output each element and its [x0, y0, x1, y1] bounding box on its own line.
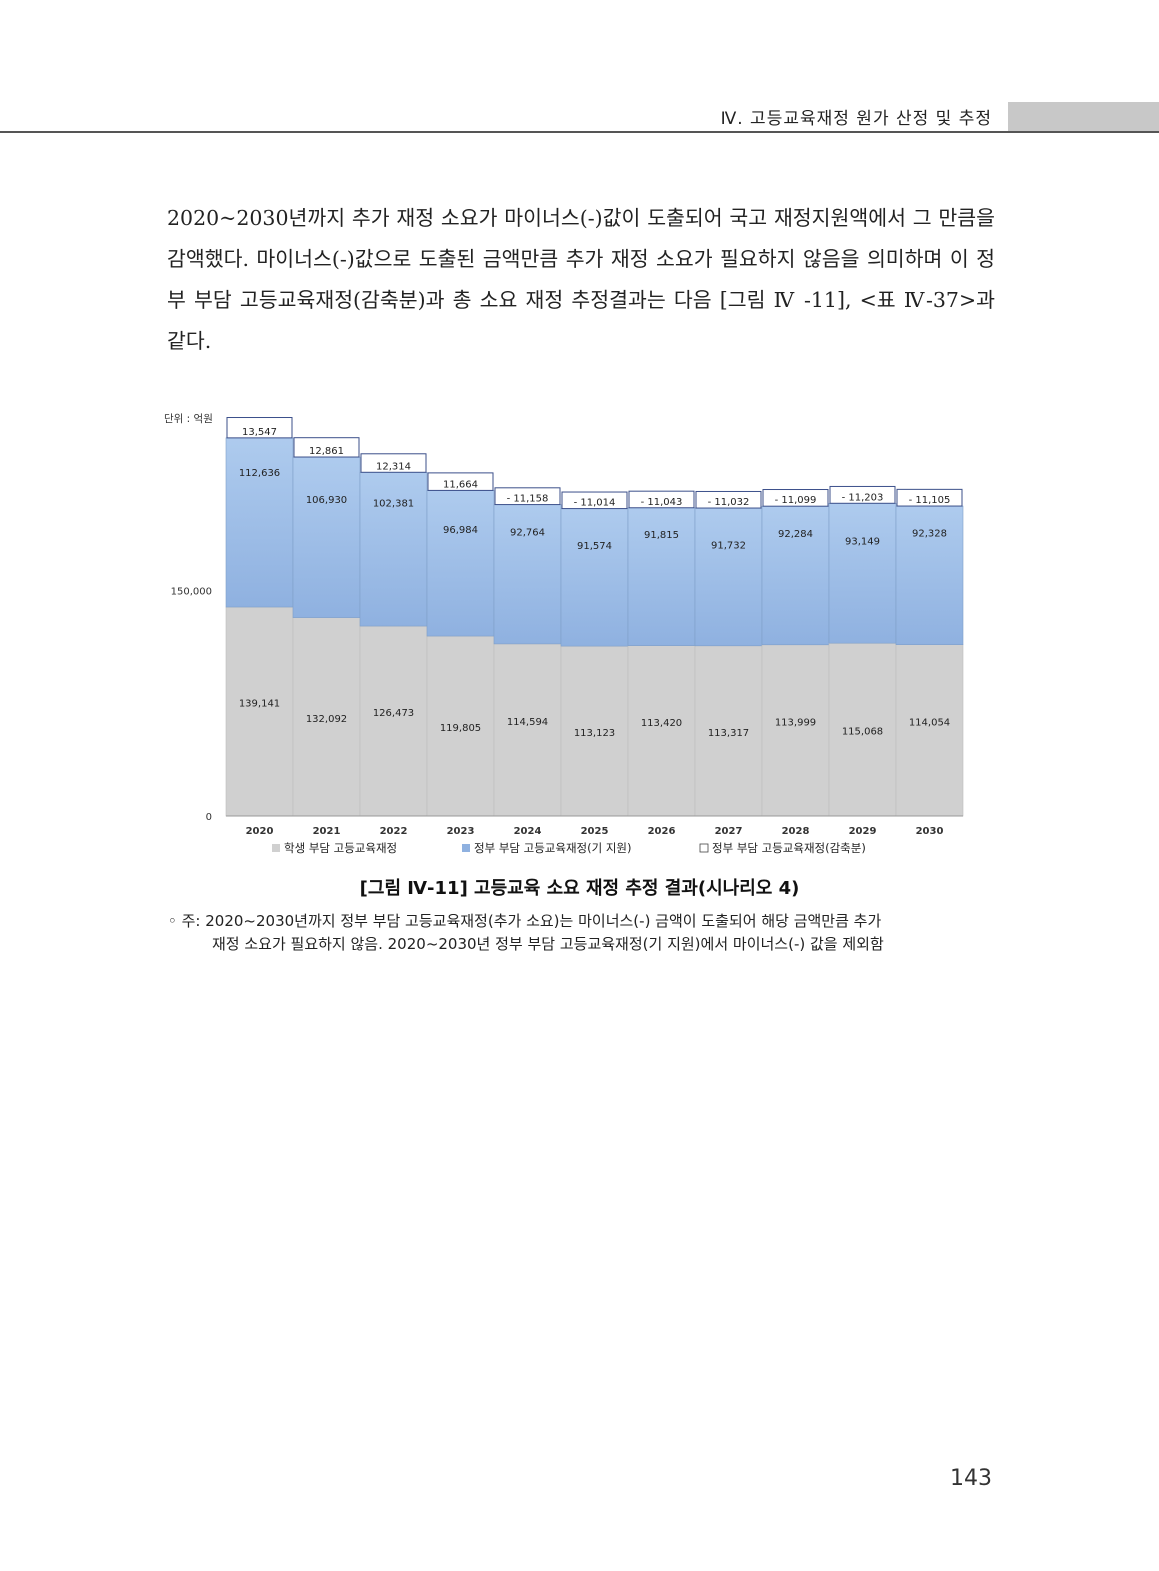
x-tick-label: 2030: [916, 826, 944, 837]
data-label-student: 114,594: [507, 717, 548, 728]
header-rule: [0, 131, 1159, 133]
bar-gov-existing: [292, 456, 361, 618]
figure-note-line-2: 재정 소요가 필요하지 않음. 2020~2030년 정부 부담 고등교육재정(…: [212, 935, 884, 953]
chart-unit-label: 단위 : 억원: [164, 412, 213, 425]
x-tick-label: 2029: [849, 826, 877, 837]
data-label-gov-existing: 92,284: [778, 529, 813, 540]
bar-gov-reduction: [226, 417, 293, 439]
bar-gov-existing: [493, 504, 562, 645]
legend-label: 정부 부담 고등교육재정(기 지원): [474, 841, 631, 855]
bar-gov-existing: [359, 471, 428, 627]
section-header-title: Ⅳ. 고등교육재정 원가 산정 및 추정: [720, 109, 992, 129]
data-label-student: 132,092: [306, 714, 347, 725]
bar-gov-reduction: [561, 491, 628, 510]
data-label-gov-reduction: 11,664: [443, 479, 478, 490]
legend-swatch: [699, 843, 709, 853]
x-tick-label: 2020: [246, 826, 274, 837]
x-tick-label: 2025: [581, 826, 609, 837]
figure-caption: [그림 Ⅳ-11] 고등교육 소요 재정 추정 결과(시나리오 4): [359, 878, 800, 899]
bar-gov-existing: [761, 505, 830, 646]
data-label-gov-reduction: - 11,043: [641, 497, 683, 508]
legend-label: 정부 부담 고등교육재정(감축분): [712, 841, 866, 855]
bar-gov-existing: [694, 507, 763, 647]
data-label-gov-existing: 96,984: [443, 525, 478, 536]
data-label-student: 139,141: [239, 699, 280, 710]
data-label-gov-existing: 93,149: [845, 536, 880, 547]
data-label-gov-reduction: - 11,158: [507, 494, 549, 505]
x-tick-label: 2022: [380, 826, 408, 837]
bar-gov-existing: [895, 505, 964, 646]
data-label-student: 119,805: [440, 723, 481, 734]
x-tick-label: 2023: [447, 826, 475, 837]
x-tick-label: 2024: [514, 826, 542, 837]
bar-student-burden: [627, 645, 696, 817]
data-label-gov-existing: 106,930: [306, 495, 347, 506]
bar-gov-existing: [627, 507, 696, 646]
bar-student-burden: [359, 625, 428, 817]
y-tick-label: 0: [206, 812, 212, 823]
data-label-gov-reduction: - 11,099: [775, 495, 817, 506]
bar-gov-reduction: [628, 490, 695, 509]
data-label-gov-reduction: - 11,014: [574, 498, 616, 509]
bar-gov-reduction: [829, 485, 896, 504]
bar-gov-reduction: [427, 472, 494, 491]
legend-swatch: [462, 844, 470, 852]
legend-label: 학생 부담 고등교육재정: [284, 841, 397, 855]
data-label-student: 113,317: [708, 728, 749, 739]
data-label-student: 114,054: [909, 717, 950, 728]
bar-student-burden: [292, 617, 361, 817]
bar-gov-reduction: [293, 437, 360, 458]
bar-student-burden: [560, 645, 629, 817]
header-tab-block: [1008, 102, 1159, 132]
data-label-gov-existing: 92,328: [912, 529, 947, 540]
bar-student-burden: [895, 644, 964, 817]
bar-gov-reduction: [494, 487, 561, 506]
bar-gov-existing: [560, 508, 629, 647]
data-label-student: 113,420: [641, 718, 682, 729]
bar-gov-reduction: [762, 489, 829, 507]
data-label-gov-existing: 91,732: [711, 540, 746, 551]
data-label-gov-existing: 92,764: [510, 527, 545, 538]
data-label-gov-reduction: 12,314: [376, 461, 411, 472]
data-label-student: 126,473: [373, 708, 414, 719]
y-tick-label: 150,000: [171, 587, 212, 598]
data-label-gov-existing: 112,636: [239, 468, 280, 479]
figure-note-line-1: ◦ 주: 2020~2030년까지 정부 부담 고등교육재정(추가 소요)는 마…: [168, 912, 882, 930]
bar-gov-existing: [225, 437, 294, 608]
bar-gov-reduction: [896, 488, 963, 507]
bar-gov-existing: [828, 502, 897, 644]
data-label-student: 113,123: [574, 728, 615, 739]
bar-gov-reduction: [695, 490, 762, 509]
data-label-gov-reduction: 13,547: [242, 427, 277, 438]
data-label-gov-existing: 91,574: [577, 541, 612, 552]
data-label-gov-reduction: - 11,032: [708, 497, 750, 508]
figure-note: ◦ 주: 2020~2030년까지 정부 부담 고등교육재정(추가 소요)는 마…: [168, 910, 994, 956]
data-label-gov-reduction: 12,861: [309, 446, 344, 457]
data-label-gov-reduction: - 11,203: [842, 492, 884, 503]
data-label-gov-reduction: - 11,105: [909, 495, 951, 506]
data-label-student: 115,068: [842, 727, 883, 738]
data-label-gov-existing: 91,815: [644, 530, 679, 541]
data-label-gov-existing: 102,381: [373, 499, 414, 510]
bar-gov-existing: [426, 490, 495, 637]
bar-student-burden: [225, 606, 294, 817]
x-tick-label: 2027: [715, 826, 743, 837]
stacked-bar-chart: 단위 : 억원 0 150,000 139,141 112,636 13,547 2020 1…: [160, 408, 970, 868]
bar-student-burden: [493, 643, 562, 817]
legend-swatch: [272, 844, 280, 852]
bar-student-burden: [828, 642, 897, 817]
data-label-student: 113,999: [775, 717, 816, 728]
x-tick-label: 2021: [313, 826, 341, 837]
x-tick-label: 2028: [782, 826, 810, 837]
bar-student-burden: [761, 644, 830, 817]
page-number: 143: [950, 1466, 992, 1491]
chart-svg: 단위 : 억원 0 150,000 139,141 112,636 13,547 2020 1…: [164, 412, 964, 855]
body-paragraph: 2020~2030년까지 추가 재정 소요가 마이너스(-)값이 도출되어 국고…: [167, 206, 995, 353]
x-tick-label: 2026: [648, 826, 676, 837]
bar-gov-reduction: [360, 453, 427, 473]
